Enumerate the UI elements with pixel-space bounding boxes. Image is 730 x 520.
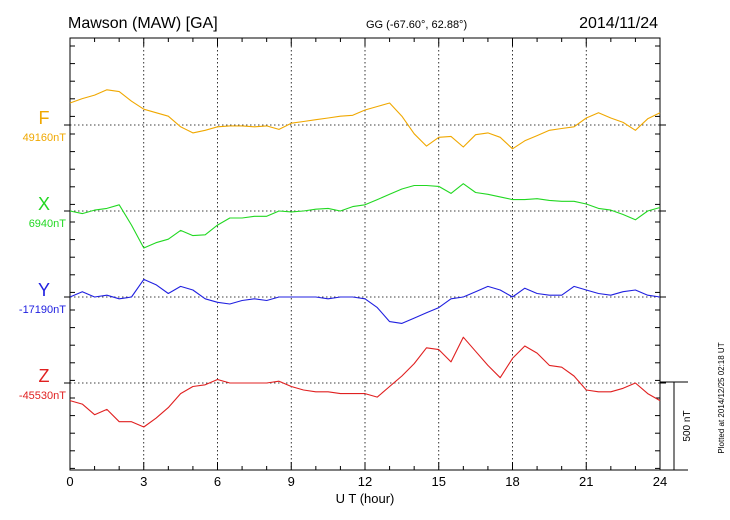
station-title: Mawson (MAW) [GA] [68,15,218,32]
scale-bar-label: 500 nT [682,410,693,441]
x-tick-label: 3 [140,474,147,489]
x-tick-label: 6 [214,474,221,489]
x-tick-label: 24 [653,474,667,489]
scale-bar: 500 nT [660,381,693,471]
traces [69,89,661,428]
x-tick-label: 0 [66,474,73,489]
component-label-x: X [38,194,50,214]
series-labels: F 49160nT X 6940nT Y -17190nT Z -45530nT [19,108,66,402]
component-label-y: Y [38,280,50,300]
baseline-label-y: -17190nT [19,304,66,316]
x-tick-label: 12 [358,474,372,489]
x-tick-labels: 0 3 6 9 12 15 18 21 24 [66,474,667,489]
component-label-z: Z [39,366,50,386]
chart-date: 2014/11/24 [579,15,658,32]
trace-y [69,278,661,324]
baseline-label-f: 49160nT [23,132,67,144]
component-label-f: F [39,108,50,128]
x-tick-label: 18 [505,474,519,489]
baseline-label-z: -45530nT [19,390,66,402]
axis-ticks [64,38,666,470]
plotted-at-note: Plotted at 2014/12/25 02:18 UT [717,342,726,453]
x-tick-label: 15 [432,474,446,489]
station-coords: GG (-67.60°, 62.88°) [366,19,467,31]
x-tick-label: 9 [288,474,295,489]
trace-f [69,89,661,150]
grid-lines [70,38,660,470]
trace-z [69,336,661,428]
x-tick-label: 21 [579,474,593,489]
x-axis-label: U T (hour) [336,491,395,506]
baseline-label-x: 6940nT [29,218,67,230]
trace-x [69,183,661,249]
